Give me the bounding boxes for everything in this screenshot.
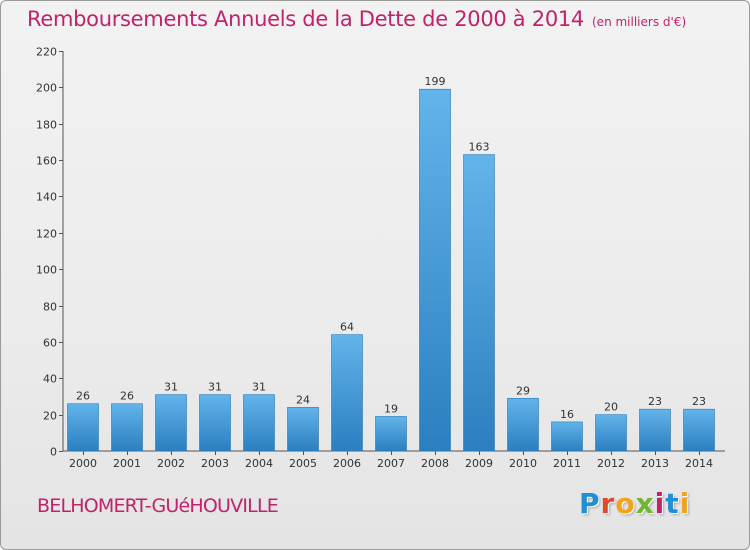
x-tick-label-2001: 2001 <box>113 457 141 470</box>
y-tick-label: 60 <box>43 337 57 350</box>
y-tick-label: 140 <box>36 191 57 204</box>
data-label-2013: 23 <box>648 395 662 408</box>
x-tick-label-2014: 2014 <box>685 457 713 470</box>
data-label-2007: 19 <box>384 402 398 415</box>
y-tick-label: 120 <box>36 228 57 241</box>
bar-2005 <box>287 407 319 452</box>
data-label-2001: 26 <box>120 390 134 403</box>
data-label-2008: 199 <box>425 75 446 88</box>
y-tick-label: 200 <box>36 82 57 95</box>
x-tick-label-2009: 2009 <box>465 457 493 470</box>
bar-2010 <box>507 397 539 452</box>
x-tick-label-2003: 2003 <box>201 457 229 470</box>
proxiti-logo[interactable]: Proxiti <box>579 487 690 520</box>
x-tick-label-2011: 2011 <box>553 457 581 470</box>
data-label-2000: 26 <box>76 390 90 403</box>
y-tick-label: 80 <box>43 301 57 314</box>
brand-letter: t <box>665 487 680 520</box>
y-tick-label: 160 <box>36 155 57 168</box>
y-tick-label: 180 <box>36 119 57 132</box>
commune-name: BELHOMERT-GUéHOUVILLE <box>37 495 279 517</box>
brand-letter: x <box>635 487 655 520</box>
x-tick-label-2004: 2004 <box>245 457 273 470</box>
x-tick-label-2002: 2002 <box>157 457 185 470</box>
y-tick-label: 40 <box>43 373 57 386</box>
x-tick-label-2006: 2006 <box>333 457 361 470</box>
x-tick-label-2013: 2013 <box>641 457 669 470</box>
data-label-2006: 64 <box>340 321 354 334</box>
data-label-2011: 16 <box>560 408 574 421</box>
y-tick-label: 220 <box>36 46 57 59</box>
bar-2007 <box>375 416 407 452</box>
brand-letter: P <box>579 487 601 520</box>
bar-2011 <box>551 421 583 452</box>
x-tick-label-2007: 2007 <box>377 457 405 470</box>
brand-letter: i <box>654 487 666 520</box>
y-tick-label: 100 <box>36 264 57 277</box>
data-label-2010: 29 <box>516 384 530 397</box>
data-label-2005: 24 <box>296 393 310 406</box>
bar-2014 <box>683 408 715 452</box>
brand-letter: r <box>600 487 616 520</box>
bar-2013 <box>639 408 671 452</box>
data-label-2014: 23 <box>692 395 706 408</box>
bar-2004 <box>243 394 275 452</box>
brand-letter: i <box>679 487 691 520</box>
x-tick-label-2012: 2012 <box>597 457 625 470</box>
bar-2001 <box>111 403 143 452</box>
y-tick-label: 20 <box>43 410 57 423</box>
data-label-2009: 163 <box>469 141 490 154</box>
chart-title: Remboursements Annuels de la Dette de 20… <box>27 7 686 31</box>
bar-2000 <box>67 403 99 452</box>
bar-2002 <box>155 394 187 452</box>
y-tick-label: 0 <box>50 446 57 459</box>
data-label-2002: 31 <box>164 381 178 394</box>
chart-unit: (en milliers d'€) <box>592 15 687 29</box>
x-tick-label-2010: 2010 <box>509 457 537 470</box>
chart-title-text: Remboursements Annuels de la Dette de 20… <box>27 7 584 31</box>
bar-2003 <box>199 394 231 452</box>
bar-2008 <box>419 88 451 452</box>
bar-2009 <box>463 154 495 452</box>
x-tick-label-2005: 2005 <box>289 457 317 470</box>
data-label-2012: 20 <box>604 401 618 414</box>
data-label-2003: 31 <box>208 381 222 394</box>
bar-2006 <box>331 334 363 452</box>
brand-letter: o <box>615 487 636 520</box>
data-label-2004: 31 <box>252 381 266 394</box>
x-tick-label-2000: 2000 <box>69 457 97 470</box>
bar-2012 <box>595 414 627 452</box>
x-tick-label-2008: 2008 <box>421 457 449 470</box>
